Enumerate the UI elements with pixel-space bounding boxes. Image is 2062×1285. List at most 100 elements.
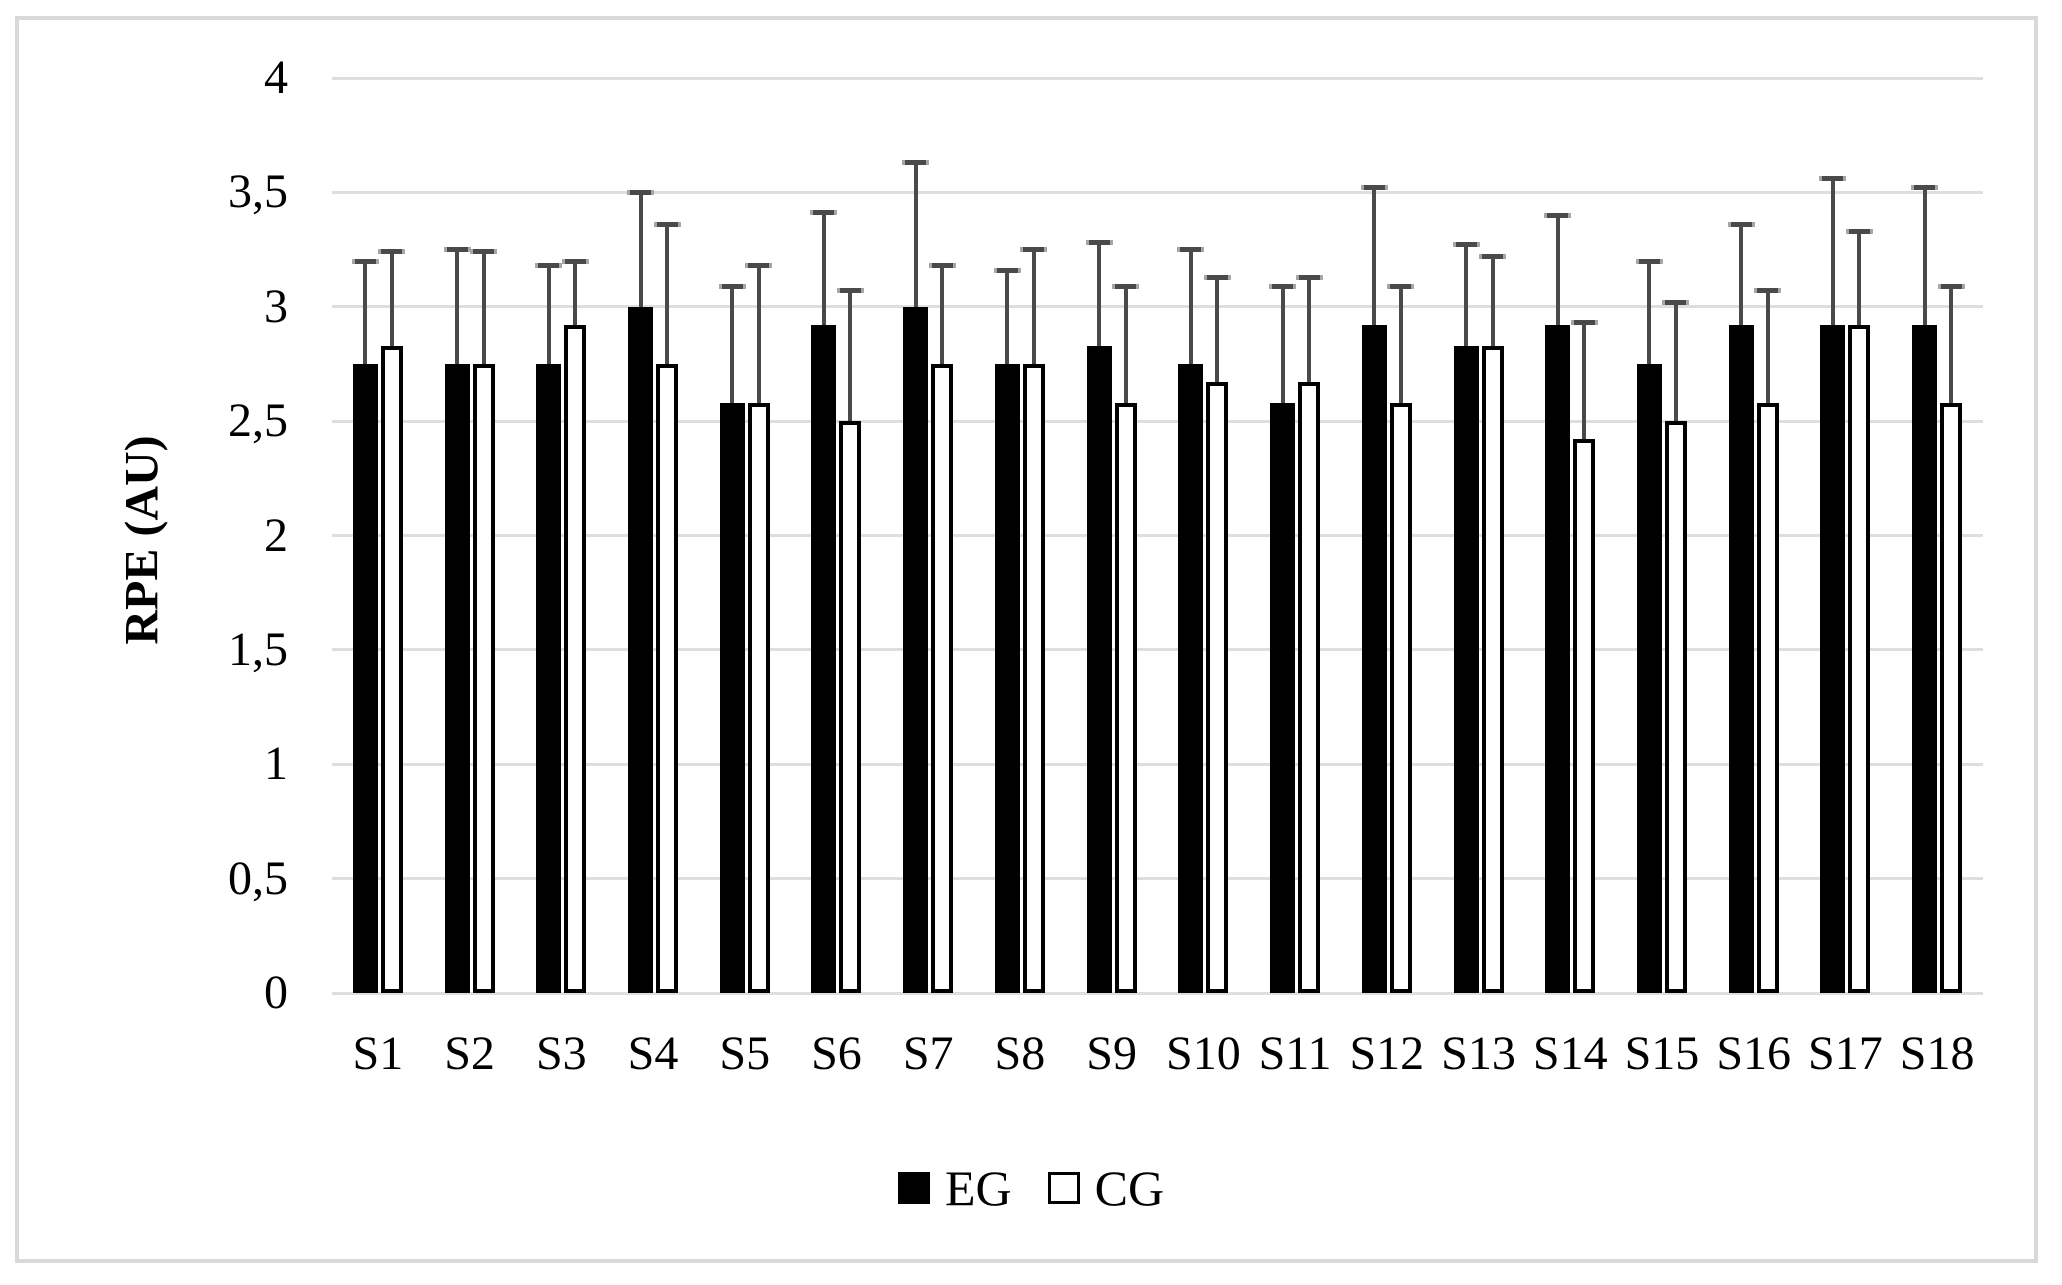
x-axis-label-s11: S11 <box>1258 1027 1332 1080</box>
x-axis-label-s18: S18 <box>1899 1027 1975 1080</box>
bar-cg-s18 <box>1940 402 1963 993</box>
gridline <box>332 305 1983 309</box>
y-axis-title: RPE (AU) <box>115 435 169 645</box>
error-bar-line <box>1555 215 1560 326</box>
bar-eg-s5 <box>719 402 745 993</box>
error-bar-cap <box>1269 283 1297 289</box>
error-bar-line <box>756 265 761 403</box>
gridline <box>332 877 1983 881</box>
y-tick-label: 2 <box>264 508 288 562</box>
x-axis-label-s15: S15 <box>1624 1027 1700 1080</box>
bar-eg-s3 <box>536 363 562 993</box>
bar-eg-s4 <box>628 306 654 993</box>
error-bar-line <box>1372 187 1377 326</box>
error-bar-line <box>1005 270 1010 364</box>
error-bar-line <box>730 286 735 403</box>
x-axis-label-s14: S14 <box>1532 1027 1608 1080</box>
error-bar-cap <box>810 210 838 216</box>
bar-eg-s8 <box>994 363 1020 993</box>
error-bar-cap <box>1020 247 1048 253</box>
bar-cg-s6 <box>839 421 862 993</box>
y-tick-label: 1,5 <box>228 622 288 676</box>
error-bar-line <box>1765 290 1770 403</box>
bar-eg-s9 <box>1086 345 1112 993</box>
y-tick-label: 3 <box>264 279 288 333</box>
bar-cg-s2 <box>472 363 495 993</box>
x-axis-label-s3: S3 <box>535 1027 587 1080</box>
bar-eg-s13 <box>1453 345 1479 993</box>
x-axis-label-s12: S12 <box>1349 1027 1425 1080</box>
error-bar-cap <box>561 258 589 264</box>
error-bar-cap <box>993 267 1021 273</box>
bar-cg-s10 <box>1206 382 1229 993</box>
gridline <box>332 762 1983 766</box>
x-axis-label-s16: S16 <box>1716 1027 1792 1080</box>
y-tick-label: 1 <box>264 737 288 791</box>
error-bar-cap <box>1570 320 1598 326</box>
error-bar-line <box>1673 302 1678 422</box>
error-bar-cap <box>1911 185 1939 191</box>
bar-cg-s7 <box>931 363 954 993</box>
error-bar-cap <box>1662 299 1690 305</box>
gridline <box>332 991 1983 995</box>
bar-cg-s9 <box>1114 402 1137 993</box>
error-bar-line <box>389 251 394 346</box>
error-bar-cap <box>627 189 655 195</box>
error-bar-cap <box>1203 274 1231 280</box>
x-axis-label-s10: S10 <box>1166 1027 1241 1080</box>
error-bar-cap <box>1112 283 1140 289</box>
error-bar-cap <box>928 263 956 269</box>
bar-eg-s1 <box>352 363 378 993</box>
bar-cg-s5 <box>747 402 770 993</box>
y-tick-label: 0 <box>264 966 288 1019</box>
error-bar-line <box>638 192 643 307</box>
bar-cg-s15 <box>1664 421 1687 993</box>
error-bar-line <box>1647 261 1652 364</box>
error-bar-cap <box>1360 185 1388 191</box>
legend-label-eg: EG <box>944 1160 1012 1216</box>
error-bar-line <box>363 261 368 364</box>
error-bar-cap <box>1479 253 1507 259</box>
gridline <box>332 534 1983 537</box>
error-bar-line <box>1949 286 1954 403</box>
bar-cg-s16 <box>1756 402 1779 993</box>
error-bar-line <box>1123 286 1128 403</box>
bar-eg-s17 <box>1820 325 1846 993</box>
x-axis-label-s2: S2 <box>444 1027 495 1080</box>
x-axis-label-s4: S4 <box>627 1027 679 1080</box>
bar-eg-s12 <box>1361 325 1387 993</box>
x-axis-label-s6: S6 <box>811 1027 862 1080</box>
error-bar-cap <box>1635 258 1663 264</box>
error-bar-line <box>1857 231 1862 326</box>
x-axis-label-s9: S9 <box>1086 1027 1137 1080</box>
bar-cg-s3 <box>564 325 587 993</box>
bar-eg-s11 <box>1270 402 1296 993</box>
x-axis-label-s8: S8 <box>994 1027 1046 1080</box>
y-tick-label: 4 <box>264 51 288 104</box>
bar-eg-s15 <box>1636 363 1662 993</box>
error-bar-cap <box>1754 288 1782 294</box>
error-bar-cap <box>1085 240 1113 246</box>
error-bar-line <box>1188 249 1193 364</box>
error-bar-cap <box>1845 228 1873 234</box>
y-tick-label: 2,5 <box>228 394 288 448</box>
legend-label-cg: CG <box>1094 1160 1165 1216</box>
bar-eg-s14 <box>1545 325 1571 993</box>
error-bar-cap <box>718 283 746 289</box>
error-bar-line <box>1215 277 1220 383</box>
bar-cg-s4 <box>656 363 679 993</box>
bar-eg-s7 <box>903 306 929 993</box>
x-axis-label-s1: S1 <box>352 1027 404 1080</box>
bar-eg-s6 <box>811 325 837 993</box>
error-bar-line <box>665 224 670 364</box>
bar-cg-s13 <box>1481 345 1504 993</box>
x-axis-label-s5: S5 <box>719 1027 771 1080</box>
error-bar-line <box>1307 277 1312 383</box>
error-bar-line <box>1398 286 1403 403</box>
x-axis-label-s7: S7 <box>902 1027 954 1080</box>
figure-border <box>15 16 2038 1263</box>
error-bar-line <box>1490 256 1495 346</box>
error-bar-cap <box>1387 283 1415 289</box>
legend: EG CG <box>0 1158 2062 1218</box>
